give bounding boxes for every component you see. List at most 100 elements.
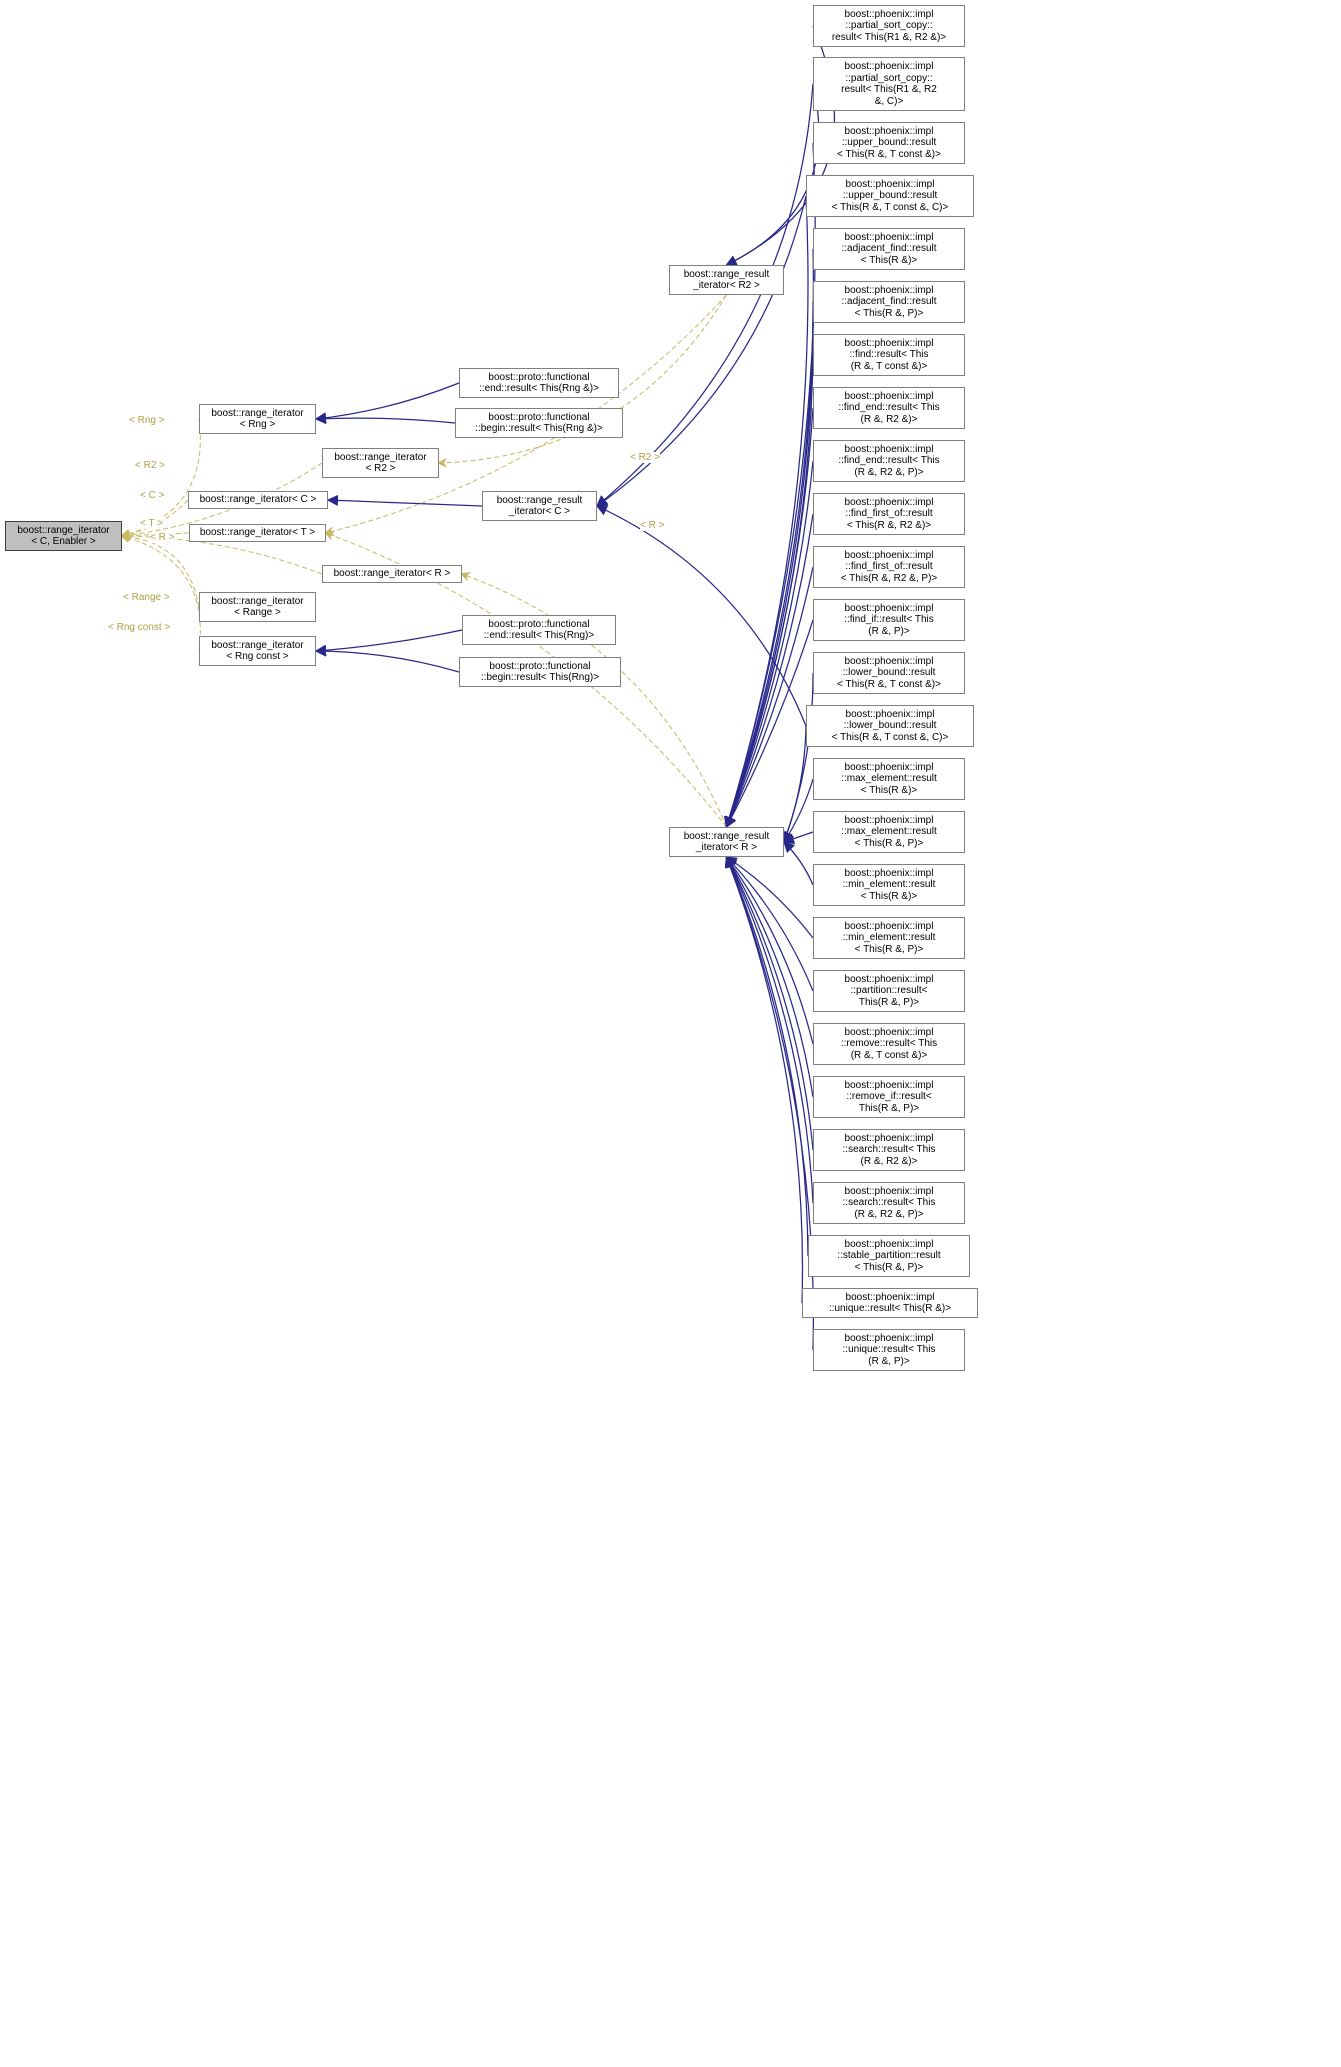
node-label-line: (R &, R2 &, P)> [854, 1209, 923, 1221]
edge-ph5-rri_r [727, 302, 814, 827]
node-ph19[interactable]: boost::phoenix::impl::remove::result< Th… [813, 1023, 965, 1065]
node-label-line: ::partition::result< [851, 985, 928, 997]
edge-label: < R > [640, 520, 664, 531]
node-label-line: boost::phoenix::impl [845, 391, 934, 403]
node-ri_r[interactable]: boost::range_iterator< R > [322, 565, 462, 583]
node-label-line: boost::range_iterator [17, 525, 109, 537]
edge-ph7-rri_r [727, 408, 814, 827]
node-label-line: boost::phoenix::impl [845, 338, 934, 350]
node-label-line: < This(R &, T const &, C)> [832, 732, 949, 744]
node-label-line: boost::phoenix::impl [845, 603, 934, 615]
node-label-line: (R &, R2 &)> [861, 1156, 918, 1168]
edge-ph22-rri_r [727, 857, 814, 1203]
node-ph23[interactable]: boost::phoenix::impl::stable_partition::… [808, 1235, 970, 1277]
node-label-line: < Rng > [240, 419, 276, 431]
node-label-line: ::partial_sort_copy:: [845, 73, 932, 85]
node-label-line: boost::range_iterator [334, 452, 426, 464]
node-label-line: ::begin::result< This(Rng &)> [475, 423, 603, 435]
node-label-line: _iterator< C > [509, 506, 570, 518]
node-label-line: ::search::result< This [843, 1197, 936, 1209]
node-label-line: < This(R &)> [861, 255, 918, 267]
node-ph0[interactable]: boost::phoenix::impl::partial_sort_copy:… [813, 5, 965, 47]
node-ph10[interactable]: boost::phoenix::impl::find_first_of::res… [813, 546, 965, 588]
node-ri_rngc[interactable]: boost::range_iterator< Rng const > [199, 636, 316, 666]
node-pf_begin2[interactable]: boost::proto::functional::begin::result<… [459, 657, 621, 687]
node-rri_c[interactable]: boost::range_result_iterator< C > [482, 491, 597, 521]
node-ph9[interactable]: boost::phoenix::impl::find_first_of::res… [813, 493, 965, 535]
node-ph20[interactable]: boost::phoenix::impl::remove_if::result<… [813, 1076, 965, 1118]
edges-layer [0, 0, 1341, 2067]
node-ph8[interactable]: boost::phoenix::impl::find_end::result< … [813, 440, 965, 482]
node-ph15[interactable]: boost::phoenix::impl::max_element::resul… [813, 811, 965, 853]
node-ph2[interactable]: boost::phoenix::impl::upper_bound::resul… [813, 122, 965, 164]
node-label-line: This(R &, P)> [859, 1103, 919, 1115]
node-label-line: ::find_first_of::result [845, 508, 932, 520]
node-label-line: boost::phoenix::impl [846, 1292, 935, 1304]
node-pf_begin1[interactable]: boost::proto::functional::begin::result<… [455, 408, 623, 438]
node-ph6[interactable]: boost::phoenix::impl::find::result< This… [813, 334, 965, 376]
node-ph3[interactable]: boost::phoenix::impl::upper_bound::resul… [806, 175, 974, 217]
node-label-line: result< This(R1 &, R2 &)> [832, 32, 946, 44]
node-ph14[interactable]: boost::phoenix::impl::max_element::resul… [813, 758, 965, 800]
node-label-line: ::max_element::result [841, 826, 937, 838]
edge-label: < C > [140, 490, 164, 501]
node-label-line: (R &, R2 &, P)> [854, 467, 923, 479]
node-label-line: This(R &, P)> [859, 997, 919, 1009]
node-ri_r2s[interactable]: boost::range_iterator< R2 > [322, 448, 439, 478]
node-ph17[interactable]: boost::phoenix::impl::min_element::resul… [813, 917, 965, 959]
node-ph12[interactable]: boost::phoenix::impl::lower_bound::resul… [813, 652, 965, 694]
node-label-line: _iterator< R2 > [693, 280, 760, 292]
node-label-line: boost::phoenix::impl [845, 1027, 934, 1039]
node-label-line: boost::phoenix::impl [845, 921, 934, 933]
node-label-line: boost::range_iterator [211, 408, 303, 420]
node-ri_c[interactable]: boost::range_iterator< C > [188, 491, 328, 509]
node-label-line: boost::range_result [684, 831, 770, 843]
node-ph25[interactable]: boost::phoenix::impl::unique::result< Th… [813, 1329, 965, 1371]
node-label-line: result< This(R1 &, R2 [841, 84, 937, 96]
node-label-line: ::unique::result< This(R &)> [829, 1303, 951, 1315]
edge-ph10-rri_r [727, 567, 814, 827]
node-rri_r2[interactable]: boost::range_result_iterator< R2 > [669, 265, 784, 295]
node-root[interactable]: boost::range_iterator< C, Enabler > [5, 521, 122, 551]
node-ph13[interactable]: boost::phoenix::impl::lower_bound::resul… [806, 705, 974, 747]
edge-pf_end2-ri_rngc [316, 630, 462, 651]
node-label-line: boost::phoenix::impl [845, 9, 934, 21]
node-ph24[interactable]: boost::phoenix::impl::unique::result< Th… [802, 1288, 978, 1318]
node-ph22[interactable]: boost::phoenix::impl::search::result< Th… [813, 1182, 965, 1224]
edge-ph8-rri_r [727, 461, 814, 827]
node-label-line: boost::phoenix::impl [845, 1080, 934, 1092]
node-ph7[interactable]: boost::phoenix::impl::find_end::result< … [813, 387, 965, 429]
node-label-line: boost::proto::functional [488, 372, 589, 384]
node-label-line: boost::phoenix::impl [845, 61, 934, 73]
node-pf_end2[interactable]: boost::proto::functional::end::result< T… [462, 615, 616, 645]
node-rri_r[interactable]: boost::range_result_iterator< R > [669, 827, 784, 857]
node-label-line: ::upper_bound::result [842, 137, 937, 149]
node-label-line: < This(R &, T const &, C)> [832, 202, 949, 214]
node-label-line: < Range > [234, 607, 281, 619]
node-ph11[interactable]: boost::phoenix::impl::find_if::result< T… [813, 599, 965, 641]
node-label-line: (R &, T const &)> [851, 1050, 928, 1062]
node-label-line: boost::phoenix::impl [846, 709, 935, 721]
node-ph18[interactable]: boost::phoenix::impl::partition::result<… [813, 970, 965, 1012]
node-label-line: (R &, P)> [868, 1356, 909, 1368]
node-label-line: ::upper_bound::result [843, 190, 938, 202]
node-ph1[interactable]: boost::phoenix::impl::partial_sort_copy:… [813, 57, 965, 111]
node-ph5[interactable]: boost::phoenix::impl::adjacent_find::res… [813, 281, 965, 323]
edge-ph20-rri_r [727, 857, 814, 1097]
node-ph16[interactable]: boost::phoenix::impl::min_element::resul… [813, 864, 965, 906]
edge-ph6-rri_r [727, 355, 814, 827]
edge-ph24-rri_r [727, 857, 803, 1303]
node-label-line: ::stable_partition::result [837, 1250, 940, 1262]
node-ph4[interactable]: boost::phoenix::impl::adjacent_find::res… [813, 228, 965, 270]
node-label-line: boost::phoenix::impl [845, 497, 934, 509]
node-label-line: _iterator< R > [696, 842, 757, 854]
node-pf_end1[interactable]: boost::proto::functional::end::result< T… [459, 368, 619, 398]
node-label-line: ::min_element::result [843, 932, 936, 944]
edge-label: < Rng const > [108, 622, 170, 633]
node-label-line: boost::proto::functional [488, 619, 589, 631]
edge-label: < R2 > [135, 460, 165, 471]
node-ri_rng[interactable]: boost::range_iterator< Rng > [199, 404, 316, 434]
node-ri_range[interactable]: boost::range_iterator< Range > [199, 592, 316, 622]
node-ri_t[interactable]: boost::range_iterator< T > [189, 524, 326, 542]
node-ph21[interactable]: boost::phoenix::impl::search::result< Th… [813, 1129, 965, 1171]
